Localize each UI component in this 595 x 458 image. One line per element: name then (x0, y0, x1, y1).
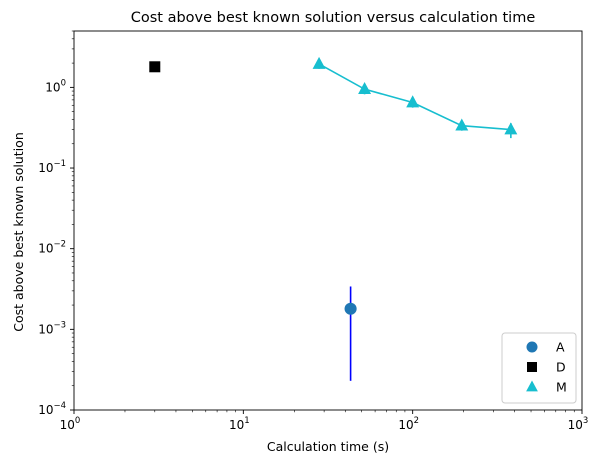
y-tick-label-2: 10−2 (38, 240, 66, 256)
y-tick-label-0: 10−4 (38, 401, 66, 417)
x-tick-label-exp-3: 3 (583, 416, 588, 426)
x-tick-label-0: 100 (60, 416, 81, 432)
y-axis-label: Cost above best known solution (11, 132, 26, 332)
plot-area (149, 56, 518, 381)
data-point-D-0 (149, 61, 161, 73)
y-tick-label-exp-1: −3 (53, 320, 66, 330)
legend-marker-A (526, 341, 538, 353)
x-tick-label-base-1: 10 (229, 418, 244, 432)
y-tick-label-exp-2: −2 (53, 240, 66, 250)
y-tick-label-exp-4: 0 (61, 78, 66, 88)
x-tick-label-exp-0: 0 (75, 416, 80, 426)
legend-marker-M (526, 380, 538, 392)
y-tick-label-base-1: 10 (38, 322, 53, 336)
data-point-M-0 (312, 56, 326, 69)
plot-frame (73, 30, 583, 411)
data-point-M-3 (455, 118, 469, 131)
series-A (344, 286, 357, 381)
x-tick-label-base-2: 10 (398, 418, 413, 432)
legend-label-M: M (556, 380, 567, 395)
y-tick-label-base-2: 10 (38, 242, 53, 256)
y-tick-label-base-0: 10 (38, 403, 53, 417)
y-tick-label-1: 10−3 (38, 320, 66, 336)
y-tick-label-exp-0: −4 (53, 401, 66, 411)
x-axis-label: Calculation time (s) (267, 439, 389, 454)
y-tick-label-exp-3: −1 (53, 159, 66, 169)
x-tick-label-exp-2: 2 (414, 416, 419, 426)
y-tick-label-base-3: 10 (38, 161, 53, 175)
legend-box (501, 332, 577, 404)
data-point-A-0 (344, 302, 357, 315)
chart-title: Cost above best known solution versus ca… (131, 10, 536, 26)
data-point-M-2 (406, 95, 420, 108)
legend-label-A: A (556, 340, 565, 355)
y-tick-label-4: 100 (45, 78, 66, 94)
x-tick-label-3: 103 (568, 416, 589, 432)
legend: ADM (501, 332, 577, 404)
y-tick-label-base-4: 10 (45, 80, 60, 94)
data-point-M-1 (358, 82, 372, 95)
x-tick-label-2: 102 (398, 416, 419, 432)
x-tick-label-1: 101 (229, 416, 250, 432)
series-D (149, 61, 161, 73)
data-point-M-4 (504, 122, 518, 135)
x-tick-label-base-3: 10 (568, 418, 583, 432)
y-tick-label-3: 10−1 (38, 159, 66, 175)
series-M (312, 56, 518, 139)
x-tick-label-exp-1: 1 (244, 416, 249, 426)
x-tick-label-base-0: 10 (60, 418, 75, 432)
legend-label-D: D (556, 360, 566, 375)
legend-marker-D (527, 362, 537, 372)
